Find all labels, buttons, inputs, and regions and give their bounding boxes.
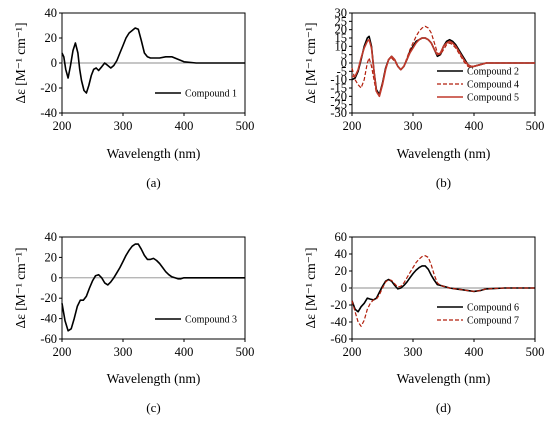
y-tick-label: 0 (51, 56, 57, 70)
y-tick-label: -40 (330, 315, 347, 329)
y-tick-label: 25 (335, 14, 348, 28)
legend-label: Compound 4 (467, 80, 519, 91)
x-tick-label: 300 (114, 119, 133, 133)
y-axis-label: Δε [M⁻¹ cm⁻¹] (13, 23, 28, 104)
y-tick-label: 20 (335, 23, 348, 37)
y-axis-label: Δε [M⁻¹ cm⁻¹] (13, 248, 28, 329)
y-tick-label: -60 (330, 332, 347, 346)
y-tick-label: 20 (45, 31, 58, 45)
x-axis-label: Wavelength (nm) (397, 146, 491, 161)
x-tick-label: 400 (465, 345, 484, 359)
panel-label: (c) (146, 400, 160, 415)
y-tick-label: -15 (330, 81, 347, 95)
series-line-compound-6 (351, 265, 535, 313)
panel-label: (b) (436, 175, 451, 190)
y-tick-label: 0 (341, 281, 347, 295)
x-tick-label: 400 (175, 345, 194, 359)
y-tick-label: -10 (330, 73, 347, 87)
series-line-compound-5 (352, 37, 535, 98)
y-tick-label: -60 (40, 332, 57, 346)
y-tick-label: 15 (335, 31, 348, 45)
y-tick-label: 60 (335, 230, 348, 244)
series-line-compound-1 (61, 27, 245, 94)
series-line-compound-4 (351, 25, 535, 96)
x-tick-label: 200 (343, 345, 362, 359)
y-tick-label: -30 (330, 106, 347, 120)
x-tick-label: 400 (465, 119, 484, 133)
x-axis-label: Wavelength (nm) (107, 146, 201, 161)
x-axis-label: Wavelength (nm) (107, 371, 201, 386)
y-tick-label: 20 (335, 264, 348, 278)
x-tick-label: 500 (526, 345, 545, 359)
legend-label: Compound 3 (185, 315, 237, 326)
y-tick-label: -25 (330, 98, 347, 112)
plot-frame (61, 236, 246, 340)
y-tick-label: -20 (330, 298, 347, 312)
x-tick-label: 400 (175, 119, 194, 133)
x-tick-label: 200 (53, 345, 72, 359)
y-tick-label: 30 (335, 6, 348, 20)
y-tick-label: -40 (40, 312, 57, 326)
y-tick-label: -20 (40, 291, 57, 305)
y-tick-label: -20 (40, 81, 57, 95)
y-tick-label: 40 (335, 247, 348, 261)
y-tick-label: 40 (45, 230, 58, 244)
y-tick-label: 20 (45, 250, 58, 264)
legend-label: Compound 1 (185, 89, 237, 100)
y-tick-label: 0 (51, 271, 57, 285)
x-tick-label: 300 (404, 119, 423, 133)
legend-label: Compound 7 (467, 316, 519, 327)
x-tick-label: 200 (53, 119, 72, 133)
y-tick-label: -20 (330, 89, 347, 103)
legend-label: Compound 6 (467, 303, 519, 314)
x-axis-label: Wavelength (nm) (397, 371, 491, 386)
x-tick-label: 500 (236, 345, 255, 359)
y-axis-label: Δε [M⁻¹ cm⁻¹] (303, 23, 318, 104)
panel-label: (d) (436, 400, 451, 415)
x-tick-label: 500 (236, 119, 255, 133)
x-tick-label: 500 (526, 119, 545, 133)
y-tick-label: 40 (45, 6, 58, 20)
y-tick-label: 0 (341, 56, 347, 70)
legend-label: Compound 2 (467, 67, 519, 78)
y-tick-label: -5 (337, 64, 347, 78)
y-tick-label: 10 (335, 39, 348, 53)
legend-label: Compound 5 (467, 93, 519, 104)
series-line-compound-7 (351, 255, 535, 327)
series-line-compound-3 (61, 243, 245, 332)
y-tick-label: 5 (341, 48, 347, 62)
y-tick-label: -40 (40, 106, 57, 120)
x-tick-label: 200 (343, 119, 362, 133)
x-tick-label: 300 (114, 345, 133, 359)
x-tick-label: 300 (404, 345, 423, 359)
y-axis-label: Δε [M⁻¹ cm⁻¹] (303, 248, 318, 329)
panel-label: (a) (146, 175, 160, 190)
